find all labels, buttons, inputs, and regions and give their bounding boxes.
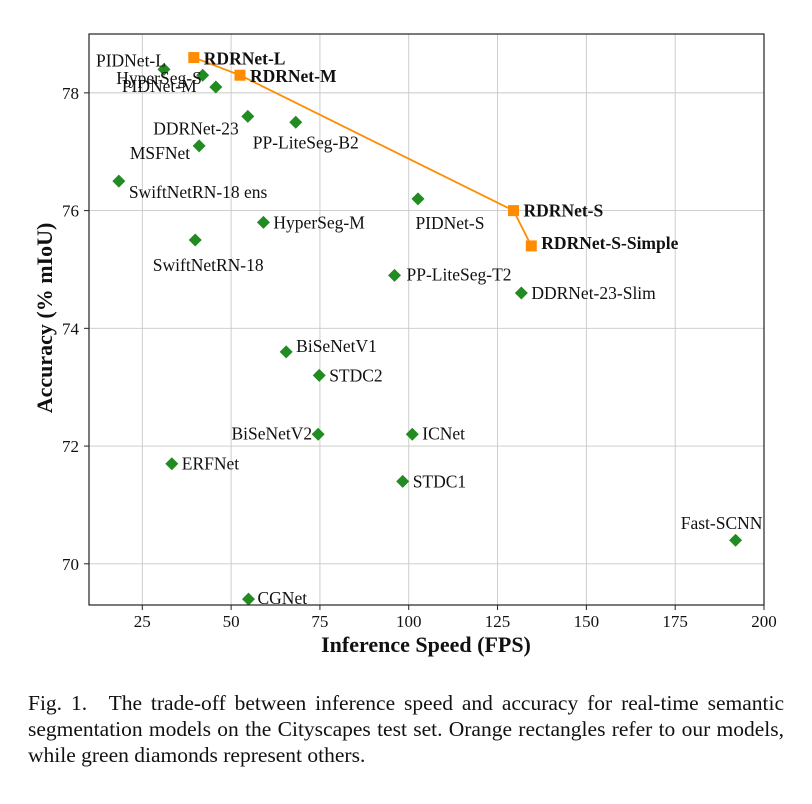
label-hyperseg-m: HyperSeg-M [273,212,365,232]
point-pp-liteseg-b2 [289,115,303,129]
y-tick-label: 78 [62,84,79,103]
label-ddrnet-23: DDRNet-23 [153,118,239,138]
point-stdc2 [312,368,326,382]
scatter-chart: 25 50 75 100 125 150 175 200 70 72 74 76 78 RDRNet-L… [32,33,777,657]
point-hyperseg-s [209,80,223,94]
point-swiftnetrn-18-ens [112,174,126,188]
x-tick-label: 200 [751,612,777,631]
label-rdrnet-s-simple: RDRNet-S-Simple [541,233,678,253]
point-ddrnet-23 [241,109,255,123]
ours-line [193,56,533,247]
point-bisenetv1 [279,345,293,359]
y-axis-label: Accuracy (% mIoU) [32,223,57,414]
label-bisenetv2: BiSeNetV2 [231,423,312,443]
label-ddrnet-23-slim: DDRNet-23-Slim [531,283,656,303]
x-tick-label: 100 [396,612,422,631]
x-tick-label: 75 [311,612,328,631]
label-fast-scnn: Fast-SCNN [681,513,763,533]
label-rdrnet-l: RDRNet-L [204,49,286,69]
label-icnet: ICNet [422,423,465,443]
label-pidnet-s: PIDNet-S [415,213,484,233]
figure-caption: Fig. 1. The trade-off between inference … [28,691,784,767]
point-rdrnet-l [188,52,200,64]
label-pp-liteseg-t2: PP-LiteSeg-T2 [407,264,512,284]
point-hyperseg-m [256,215,270,229]
label-stdc1: STDC1 [413,471,466,491]
x-tick-label: 125 [485,612,511,631]
label-msfnet: MSFNet [130,143,190,163]
x-tick-label: 150 [574,612,600,631]
x-tick-label: 25 [134,612,151,631]
point-rdrnet-s [508,205,520,217]
data-points [112,52,743,606]
label-hyperseg-s: HyperSeg-S [116,68,202,88]
label-pp-liteseg-b2: PP-LiteSeg-B2 [253,132,359,152]
point-stdc1 [396,474,410,488]
y-tick-label: 70 [62,555,79,574]
label-erfnet: ERFNet [182,454,240,474]
point-swiftnetrn-18 [188,233,202,247]
x-tick-label: 50 [223,612,240,631]
point-fast-scnn [729,533,743,547]
point-pidnet-s [411,192,425,206]
label-cgnet: CGNet [258,588,308,608]
label-stdc2: STDC2 [329,365,382,385]
plot-frame [88,33,765,606]
point-rdrnet-s-simple [525,240,537,252]
point-cgnet [242,592,256,606]
y-tick-label: 72 [62,437,79,456]
label-pidnet-m: PIDNet-M [122,76,197,96]
point-pidnet-m [196,68,210,82]
point-ddrnet-23-slim [514,286,528,300]
grid [89,34,765,605]
point-rdrnet-m [234,69,246,81]
y-tick-label: 76 [62,202,79,221]
axis-ticks: 25 50 75 100 125 150 175 200 70 72 74 76 78 [62,84,777,631]
ours-series-line [193,56,533,247]
point-icnet [405,427,419,441]
label-pidnet-l: PIDNet-L [96,50,166,70]
label-swiftnetrn-18-ens: SwiftNetRN-18 ens [129,182,268,202]
y-tick-label: 74 [62,319,80,338]
x-axis-label: Inference Speed (FPS) [321,632,531,657]
label-rdrnet-s: RDRNet-S [524,201,604,221]
point-bisenetv2 [311,427,325,441]
point-msfnet [192,139,206,153]
x-tick-label: 175 [662,612,688,631]
label-swiftnetrn-18: SwiftNetRN-18 [153,255,264,275]
label-bisenetv1: BiSeNetV1 [296,336,377,356]
point-pp-liteseg-t2 [388,268,402,282]
point-pidnet-l [157,62,171,76]
label-rdrnet-m: RDRNet-M [250,66,337,86]
point-erfnet [165,457,179,471]
